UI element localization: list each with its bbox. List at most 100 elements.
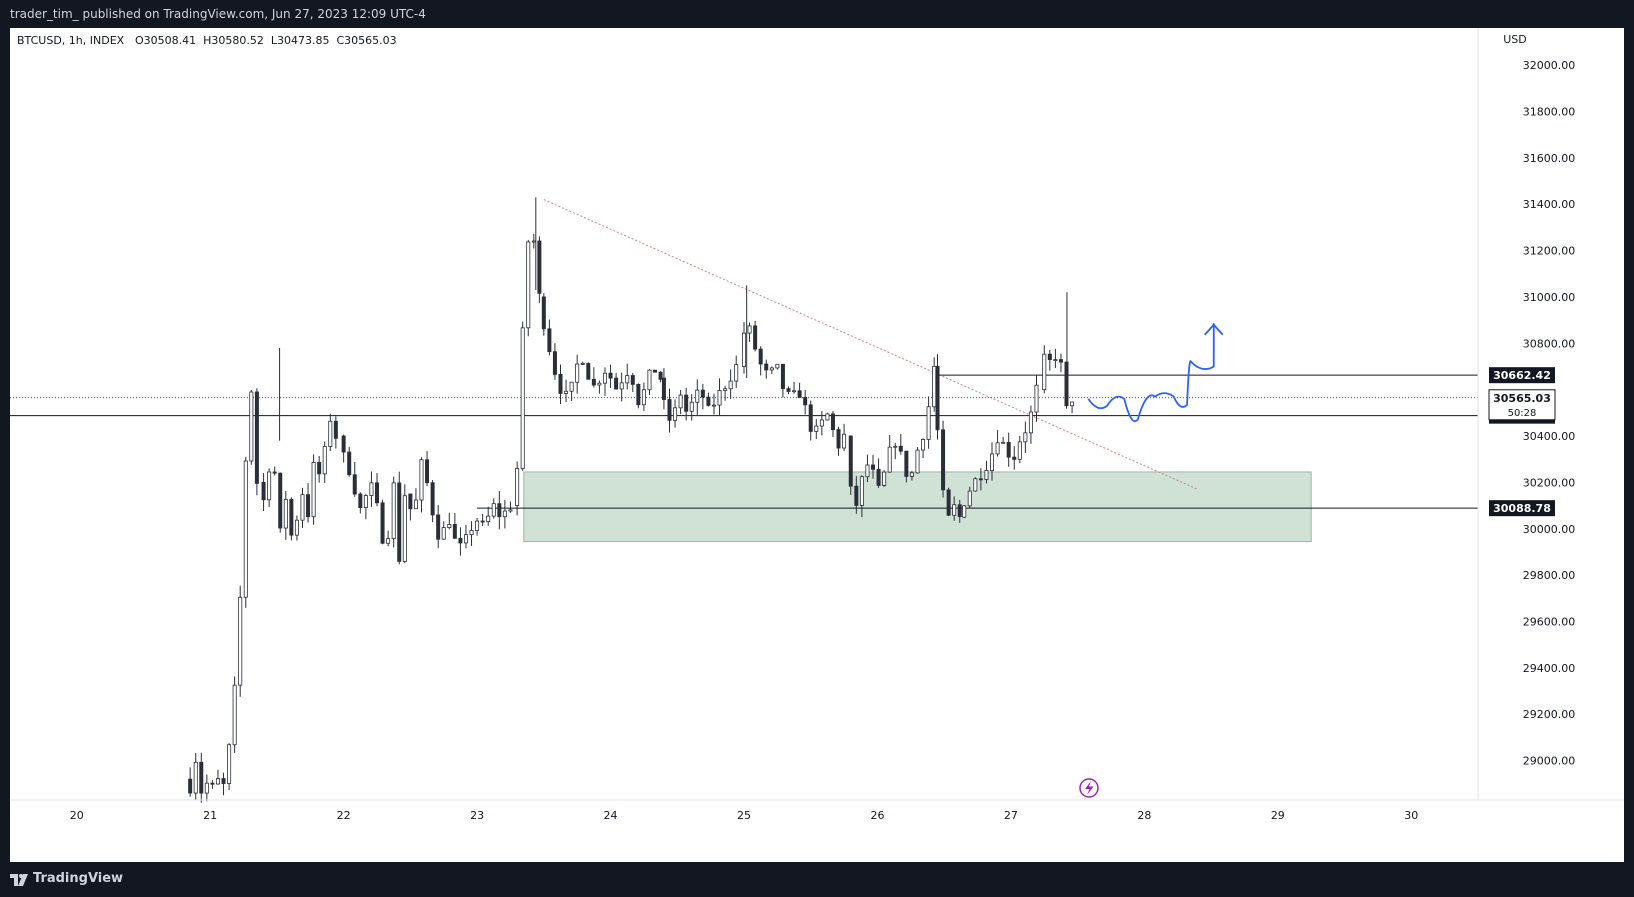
candle-body (932, 365, 937, 408)
candle (769, 366, 774, 374)
projection-path[interactable] (1087, 322, 1215, 422)
candle-body (311, 462, 316, 518)
candle (1034, 374, 1039, 422)
candle (887, 434, 892, 473)
candle-body (1058, 359, 1063, 363)
candle-body (786, 388, 791, 392)
candle (673, 399, 678, 428)
candle (300, 487, 305, 529)
y-tick-label: 29600.00 (1523, 615, 1576, 628)
projection-arrowhead[interactable] (1204, 323, 1224, 336)
candle-body (946, 489, 951, 516)
candle-body (430, 482, 435, 516)
candle-body (564, 390, 569, 394)
candle-body (547, 328, 552, 353)
candle-body (469, 530, 474, 536)
candle (508, 501, 513, 513)
candle-body (769, 367, 774, 371)
candle-body (238, 596, 243, 686)
candle-body (830, 413, 835, 430)
candle (926, 396, 931, 449)
candle-body (887, 446, 892, 473)
candle-body (775, 363, 780, 369)
candle (515, 461, 520, 516)
candle (658, 371, 663, 383)
candle (1012, 446, 1017, 470)
candle (854, 476, 859, 514)
candle-body (962, 505, 967, 518)
candle-body (602, 372, 607, 384)
candle (717, 378, 722, 416)
candle-body (1012, 456, 1017, 460)
candle (402, 484, 407, 563)
candle-body (653, 369, 658, 373)
descending-trendline[interactable] (543, 199, 1198, 490)
candle (1001, 436, 1006, 444)
candle-body (825, 413, 830, 421)
level-price-tag: 30662.42 (1493, 369, 1551, 382)
candle (602, 367, 607, 396)
candle-body (1017, 441, 1022, 460)
candle-body (402, 495, 407, 562)
candle (541, 293, 546, 336)
candle-body (558, 373, 563, 394)
candle-body (232, 684, 237, 746)
candle-body (803, 397, 808, 406)
x-tick-label: 27 (1004, 809, 1018, 822)
candle-body (695, 389, 700, 403)
candle-body (215, 778, 220, 785)
candle-body (193, 761, 198, 794)
price-chart[interactable]: BTCUSD, 1h, INDEX O30508.41 H30580.52 L3… (10, 28, 1624, 862)
candle (973, 477, 978, 492)
candle-body (380, 502, 385, 544)
candle-body (882, 471, 887, 486)
candle-body (667, 399, 672, 421)
candle (647, 369, 652, 395)
candle (413, 488, 418, 510)
candle-body (333, 420, 338, 439)
candle-body (386, 538, 391, 544)
lightning-icon[interactable] (1079, 778, 1099, 798)
candle (941, 420, 946, 498)
candle-body (322, 446, 327, 475)
candle (452, 513, 457, 539)
candle-body (486, 515, 491, 522)
candle (819, 411, 824, 436)
candle-body (294, 519, 299, 536)
candle (254, 388, 259, 496)
candle-body (1047, 353, 1052, 361)
candle-body (597, 382, 602, 386)
candle (333, 416, 338, 449)
candle-body (227, 744, 232, 784)
chart-frame[interactable]: BTCUSD, 1h, INDEX O30508.41 H30580.52 L3… (10, 28, 1624, 862)
candle-body (630, 375, 635, 385)
candle-body (552, 351, 557, 375)
candle (436, 505, 441, 549)
published-header: trader_tim_ published on TradingView.com… (0, 0, 1634, 28)
x-tick-label: 28 (1137, 809, 1151, 822)
candle-body (436, 514, 441, 540)
candle (915, 447, 920, 474)
candle (1042, 345, 1047, 394)
candle (520, 321, 525, 471)
candle (614, 372, 619, 390)
candle (780, 363, 785, 398)
candle-body (865, 464, 870, 478)
candle-body (575, 363, 580, 383)
candle (227, 743, 232, 791)
candle-body (210, 782, 215, 785)
candle-body (717, 390, 722, 406)
candle (294, 515, 299, 541)
candle (747, 322, 752, 342)
candle (625, 363, 630, 390)
support-zone[interactable] (523, 471, 1312, 543)
level-price-tag-bg (1489, 367, 1555, 384)
y-tick-label: 31600.00 (1523, 152, 1576, 165)
candle-body (753, 325, 758, 350)
candle (700, 383, 705, 410)
candle-body (317, 462, 322, 475)
candle (352, 462, 357, 497)
candle (842, 423, 847, 452)
candle (921, 438, 926, 459)
candle-body (957, 504, 962, 517)
